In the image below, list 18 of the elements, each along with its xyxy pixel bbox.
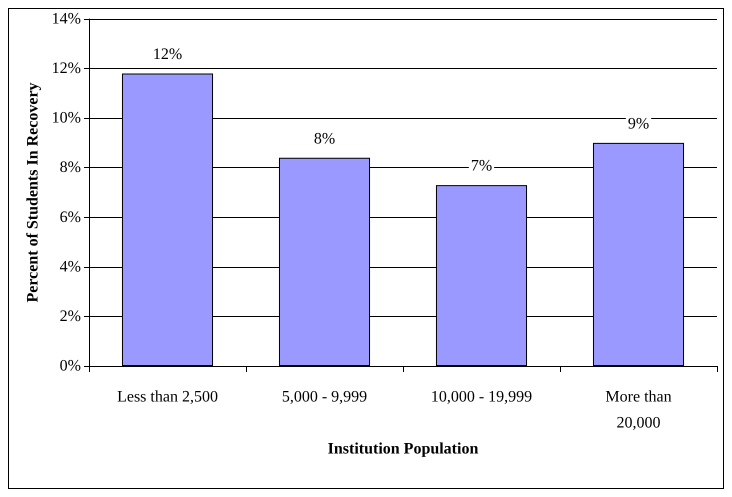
y-axis-title: Percent of Students In Recovery bbox=[24, 82, 42, 303]
data-label: 12% bbox=[152, 46, 182, 64]
x-tick-label: 5,000 - 9,999 bbox=[282, 388, 368, 406]
y-tick-label: 4% bbox=[60, 258, 81, 276]
y-tick-label: 0% bbox=[60, 358, 81, 374]
x-axis-title: Institution Population bbox=[328, 440, 478, 458]
data-label: 8% bbox=[314, 130, 336, 148]
data-label: 9% bbox=[628, 115, 650, 132]
y-tick-label: 10% bbox=[52, 110, 81, 127]
y-tick-label: 8% bbox=[60, 159, 81, 176]
x-tick-label: More than 20,000 bbox=[605, 388, 672, 432]
x-tick-label: 10,000 - 19,999 bbox=[430, 388, 532, 406]
y-tick-label: 12% bbox=[52, 60, 81, 78]
y-tick-label: 2% bbox=[60, 308, 81, 325]
y-tick-label: 6% bbox=[60, 208, 81, 226]
x-tick-label: Less than 2,500 bbox=[117, 388, 218, 406]
data-label: 7% bbox=[470, 158, 492, 175]
y-tick-label: 14% bbox=[52, 10, 81, 28]
